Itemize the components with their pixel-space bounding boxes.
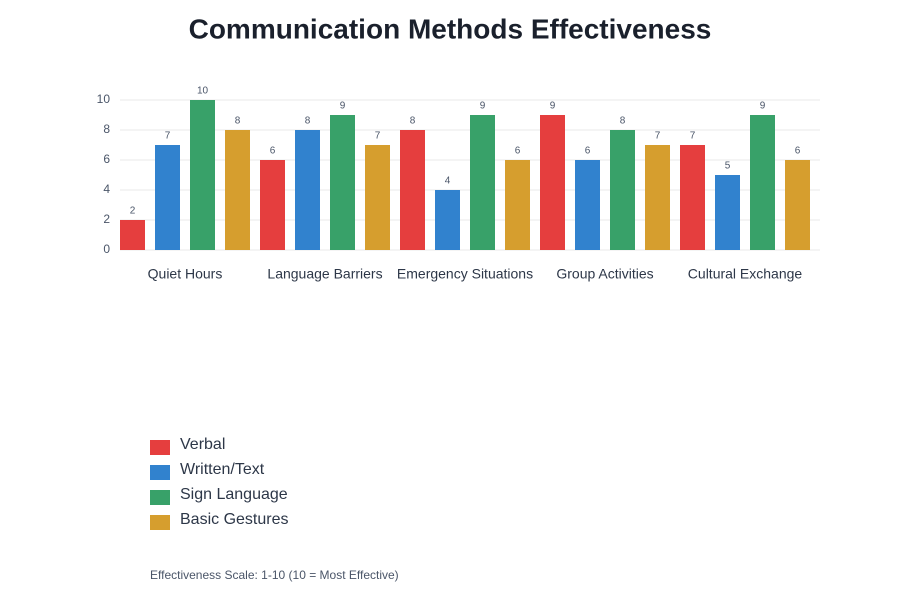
bar (750, 115, 775, 250)
data-label: 8 (305, 116, 311, 127)
data-label: 9 (550, 101, 556, 112)
data-label: 7 (165, 131, 171, 142)
bar (785, 160, 810, 250)
bar (120, 220, 145, 250)
data-label: 9 (480, 101, 486, 112)
bar (470, 115, 495, 250)
legend-swatch (150, 440, 170, 455)
data-label: 7 (375, 131, 381, 142)
legend-label: Written/Text (180, 461, 265, 478)
data-label: 6 (270, 146, 276, 157)
footnote: Effectiveness Scale: 1-10 (10 = Most Eff… (150, 568, 399, 582)
bar (610, 130, 635, 250)
data-label: 8 (235, 116, 241, 127)
data-label: 6 (795, 146, 801, 157)
legend-label: Sign Language (180, 486, 288, 503)
y-tick-label: 6 (103, 152, 110, 166)
data-label: 7 (690, 131, 696, 142)
x-tick-label: Cultural Exchange (688, 266, 803, 282)
y-tick-label: 4 (103, 182, 110, 196)
legend-label: Basic Gestures (180, 511, 288, 528)
y-tick-label: 8 (103, 122, 110, 136)
bar (575, 160, 600, 250)
data-label: 6 (585, 146, 591, 157)
bar (295, 130, 320, 250)
x-tick-label: Emergency Situations (397, 266, 533, 282)
y-tick-label: 2 (103, 212, 110, 226)
bar (330, 115, 355, 250)
data-label: 8 (410, 116, 416, 127)
legend-swatch (150, 490, 170, 505)
legend-swatch (150, 515, 170, 530)
legend-label: Verbal (180, 436, 225, 453)
data-label: 7 (655, 131, 661, 142)
data-label: 9 (340, 101, 346, 112)
y-tick-label: 0 (103, 242, 110, 256)
bar (715, 175, 740, 250)
bar (645, 145, 670, 250)
data-label: 4 (445, 176, 451, 187)
data-label: 2 (130, 206, 136, 217)
data-label: 9 (760, 101, 766, 112)
chart-title: Communication Methods Effectiveness (189, 13, 712, 44)
bar (260, 160, 285, 250)
legend-swatch (150, 465, 170, 480)
bar (680, 145, 705, 250)
y-tick-label: 10 (97, 92, 111, 106)
data-label: 6 (515, 146, 521, 157)
bar (435, 190, 460, 250)
data-label: 10 (197, 86, 209, 97)
bar (400, 130, 425, 250)
bar (155, 145, 180, 250)
bar (505, 160, 530, 250)
bar (190, 100, 215, 250)
x-tick-label: Group Activities (556, 266, 653, 282)
bar (540, 115, 565, 250)
x-tick-label: Quiet Hours (148, 266, 223, 282)
bar (225, 130, 250, 250)
bar (365, 145, 390, 250)
x-tick-label: Language Barriers (267, 266, 382, 282)
data-label: 8 (620, 116, 626, 127)
data-label: 5 (725, 161, 731, 172)
